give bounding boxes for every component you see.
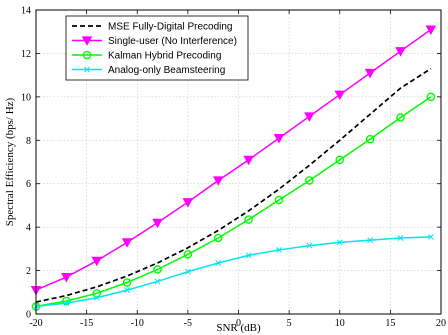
data-point [212, 176, 224, 186]
data-point [121, 238, 133, 248]
data-point [367, 237, 374, 244]
y-tick-label: 8 [26, 136, 31, 147]
data-point [91, 256, 103, 267]
axis-ticks: -20 -15 -10 -5 0 5 10 15 20 0 2 4 6 8 10 12 14 [21, 6, 446, 330]
data-point [213, 233, 223, 243]
y-tick-label: 10 [21, 92, 31, 103]
data-point [365, 134, 375, 144]
y-tick-label: 0 [26, 310, 31, 321]
x-tick-label: -10 [131, 318, 144, 329]
data-point [304, 112, 315, 122]
data-point [305, 176, 314, 185]
y-tick-label: 4 [26, 223, 31, 234]
data-point [335, 155, 345, 165]
data-point [93, 294, 100, 301]
x-tick-label: -5 [184, 318, 192, 329]
data-point [426, 92, 436, 102]
legend-item: MSE Fully-Digital Precoding [72, 22, 233, 33]
data-point [243, 155, 254, 166]
y-axis-label: Spectral Efficiency (bps/ Hz) [4, 97, 16, 226]
data-point [84, 66, 90, 73]
legend-label: MSE Fully-Digital Precoding [108, 22, 233, 33]
data-point [62, 296, 71, 306]
data-point [396, 113, 405, 122]
data-point [153, 265, 162, 274]
data-point [427, 233, 434, 240]
legend-item: Analog-only Beamsteering [72, 65, 225, 76]
data-point [244, 215, 253, 224]
data-point [276, 246, 282, 253]
data-point [273, 134, 285, 144]
legend-item: Kalman Hybrid Precoding [72, 51, 221, 62]
data-point [364, 68, 376, 79]
data-point [215, 260, 222, 266]
y-tick-label: 12 [21, 49, 31, 60]
legend-label: Kalman Hybrid Precoding [108, 51, 221, 62]
y-tick-label: 6 [26, 179, 31, 190]
data-point [63, 300, 70, 307]
data-point [152, 218, 163, 229]
series-lines [30, 25, 437, 311]
legend-label: Single-user (No Interference) [108, 36, 237, 47]
legend-label: Analog-only Beamsteering [108, 65, 225, 76]
data-point [397, 235, 404, 241]
series-none [35, 67, 432, 303]
x-tick-label: 5 [287, 318, 292, 329]
y-tick-label: 14 [21, 6, 31, 17]
data-point [274, 195, 284, 205]
data-point [81, 36, 93, 46]
series-line [35, 28, 432, 291]
data-point [395, 47, 406, 57]
x-tick-label: 0 [236, 318, 241, 329]
data-point [182, 198, 194, 208]
data-point [425, 25, 437, 35]
series-triangle-down [30, 25, 437, 296]
series-line [35, 96, 432, 308]
x-tick-label: 10 [335, 318, 345, 329]
x-axis-label: SNR (dB) [216, 322, 261, 334]
x-tick-label: -20 [29, 318, 42, 329]
data-point [82, 50, 92, 60]
data-point [334, 90, 346, 101]
x-tick-label: -15 [80, 318, 93, 329]
data-point [183, 249, 193, 259]
data-point [122, 278, 132, 287]
series-line [35, 236, 431, 308]
data-point [306, 242, 313, 249]
data-point [184, 268, 191, 275]
legend: MSE Fully-Digital Precoding Single-user (… [65, 15, 249, 81]
legend-item: Single-user (No Interference) [72, 36, 237, 47]
data-point [124, 287, 131, 294]
y-tick-label: 2 [26, 266, 31, 277]
data-point [61, 273, 72, 283]
series-line [35, 67, 432, 303]
x-tick-label: 15 [385, 318, 395, 329]
series-x [33, 233, 434, 310]
x-tick-label: 20 [436, 318, 446, 329]
data-point [154, 278, 161, 285]
data-point [336, 239, 343, 246]
data-point [245, 252, 252, 259]
series-circle [31, 92, 436, 311]
